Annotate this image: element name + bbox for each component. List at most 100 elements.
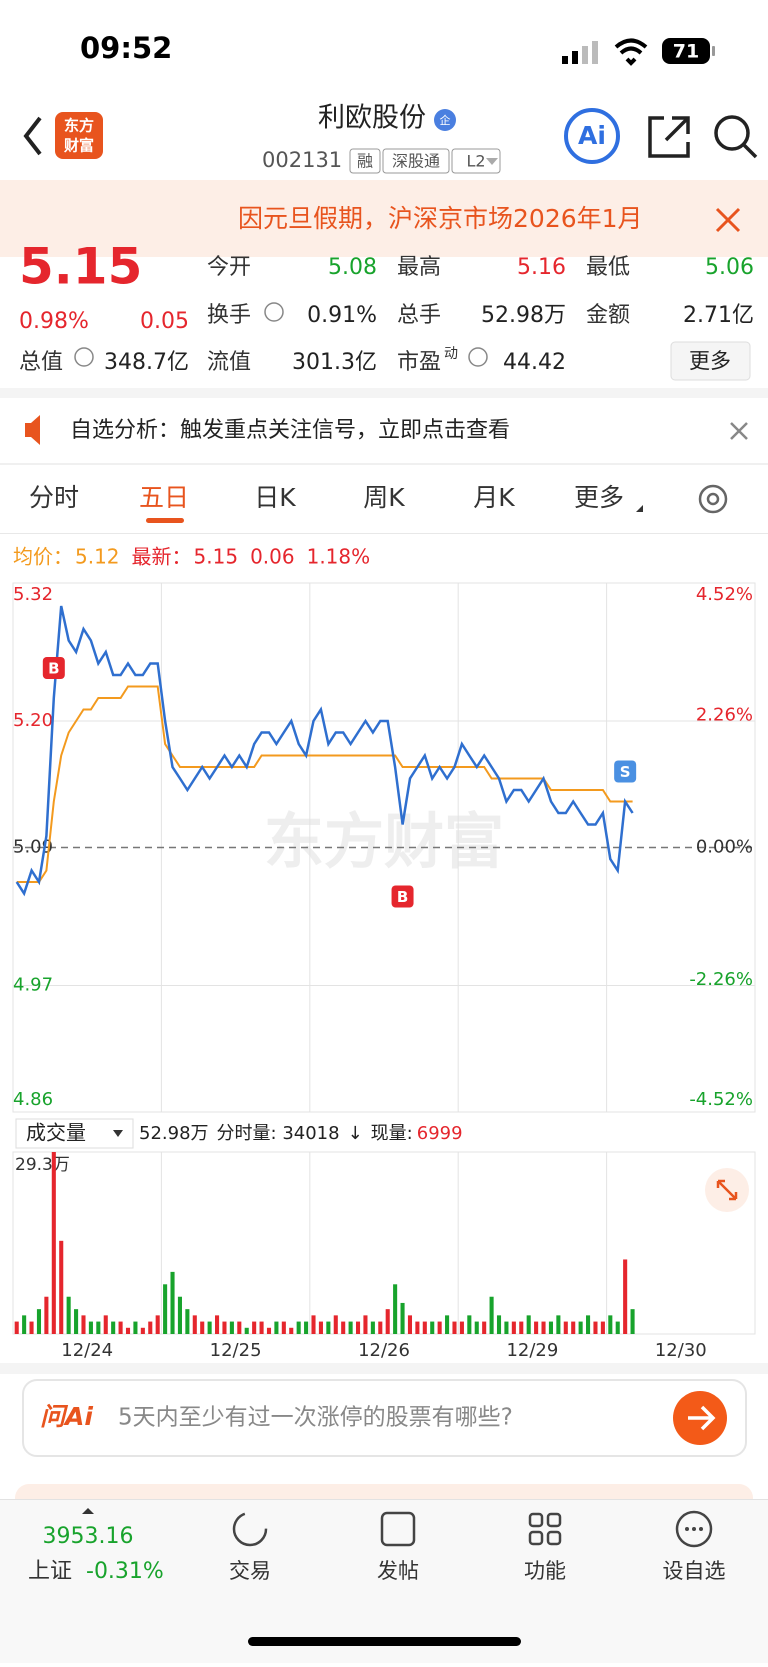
ask-brand: 问Ai (40, 1402, 93, 1431)
separator (0, 463, 768, 465)
notice-bar (0, 180, 768, 257)
volume-bar (541, 1321, 546, 1334)
volume-total: 52.98万 (139, 1123, 209, 1144)
info-latest-chg: 0.06 (250, 545, 295, 569)
share-button[interactable] (648, 116, 690, 158)
nav-icon (546, 1512, 562, 1528)
volume-bar (111, 1321, 116, 1334)
nav-label[interactable]: 设自选 (663, 1559, 726, 1583)
volume-bar (148, 1321, 153, 1334)
ai-button[interactable] (564, 108, 620, 164)
dropdown[interactable] (486, 158, 498, 165)
nav-label[interactable]: 交易 (229, 1559, 271, 1583)
volume-bar (571, 1321, 576, 1334)
volume-bar (623, 1259, 628, 1334)
tab[interactable]: 更多 (574, 483, 624, 512)
tab[interactable]: 分时 (29, 483, 79, 512)
more-label: 更多 (689, 349, 731, 373)
ask-box[interactable] (22, 1379, 747, 1457)
y-tick-label: 5.20 (13, 710, 53, 731)
volume-bar (170, 1271, 175, 1334)
field-value: 348.7亿 (104, 350, 189, 375)
nav-icon (232, 1511, 268, 1547)
y2-tick-label: 0.00% (696, 837, 753, 858)
notice-text: 因元旦假期，沪深京市场2026年1月 (238, 204, 643, 233)
volume-bar (244, 1327, 249, 1334)
x-tick-label: 12/29 (506, 1340, 558, 1361)
watermark: 东方财富 (264, 808, 504, 878)
volume-bar (96, 1321, 101, 1334)
volume-bar (370, 1321, 375, 1334)
banner-text[interactable]: 自选分析：触发重点关注信号，立即点击查看 (70, 418, 510, 443)
back-button[interactable] (23, 116, 42, 156)
banner-close[interactable] (730, 422, 748, 440)
nav-label[interactable]: 功能 (524, 1559, 566, 1583)
notice-close[interactable] (715, 207, 741, 233)
volume-bar (207, 1321, 212, 1334)
volume-bar (563, 1321, 568, 1334)
volume-bar (526, 1315, 531, 1334)
volume-bar (548, 1321, 553, 1334)
logo-text: 东方 (64, 117, 94, 135)
settings-icon[interactable] (698, 484, 728, 514)
info-icon[interactable] (468, 347, 488, 367)
search-button[interactable] (714, 115, 750, 151)
nav-icon (546, 1530, 562, 1546)
field-value: 2.71亿 (683, 303, 754, 328)
volume-bar (318, 1321, 323, 1334)
tab[interactable]: 月K (473, 483, 515, 512)
tab-underline (146, 518, 184, 523)
more-button[interactable] (670, 341, 751, 381)
field-label: 今开 (207, 255, 251, 280)
field-label: 流值 (207, 350, 251, 375)
volume-bar (593, 1321, 598, 1334)
volume-bar (304, 1321, 309, 1334)
index-value[interactable]: 3953.16 (43, 1524, 134, 1549)
volume-bar (215, 1315, 220, 1334)
x-tick-label: 12/24 (61, 1340, 113, 1361)
trade-marker-label: S (620, 763, 631, 781)
volume-bar (311, 1315, 316, 1334)
volume-now: 6999 (417, 1123, 463, 1144)
nav-caret (82, 1508, 94, 1514)
nav-icon-dot (692, 1527, 696, 1531)
y2-tick-label: -4.52% (689, 1089, 753, 1110)
nav-label[interactable]: 发帖 (377, 1559, 419, 1583)
field-value: 44.42 (503, 350, 566, 375)
logo-text: 财富 (64, 137, 94, 155)
volume-selector[interactable] (15, 1118, 134, 1149)
expand-icon (716, 1179, 738, 1201)
tab[interactable]: 周K (363, 483, 405, 512)
tag: L2 (466, 152, 485, 171)
volume-bar (125, 1327, 131, 1334)
volume-bar (422, 1321, 427, 1334)
tab[interactable]: 日K (254, 483, 296, 512)
volume-bar (496, 1315, 502, 1334)
nav-icon (528, 1512, 544, 1528)
volume-bar (393, 1284, 398, 1334)
app-logo[interactable] (55, 112, 103, 159)
volume-bar (400, 1302, 405, 1334)
volume-bar (14, 1321, 19, 1334)
tab[interactable]: 五日 (139, 483, 189, 512)
volume-arrow: ↓ (348, 1123, 363, 1144)
y-tick-label: 4.86 (13, 1089, 53, 1110)
info-avg: 5.12 (75, 545, 120, 569)
volume-frame (12, 1151, 756, 1335)
info-icon[interactable] (264, 302, 284, 322)
signal (562, 41, 598, 64)
info-icon[interactable] (74, 347, 94, 367)
y-tick-label: 4.97 (13, 975, 53, 996)
volume-bar (185, 1309, 190, 1334)
volume-bar (534, 1321, 539, 1334)
field-label: 市盈 (397, 350, 441, 375)
x-tick-label: 12/30 (655, 1340, 707, 1361)
tag: 深股通 (392, 152, 440, 171)
volume-bar (467, 1315, 472, 1334)
field-value: 0.91% (307, 303, 377, 328)
tag-box (349, 148, 381, 174)
battery-level: 71 (673, 41, 699, 63)
field-label: 最高 (397, 255, 441, 280)
speaker-icon (25, 415, 40, 445)
